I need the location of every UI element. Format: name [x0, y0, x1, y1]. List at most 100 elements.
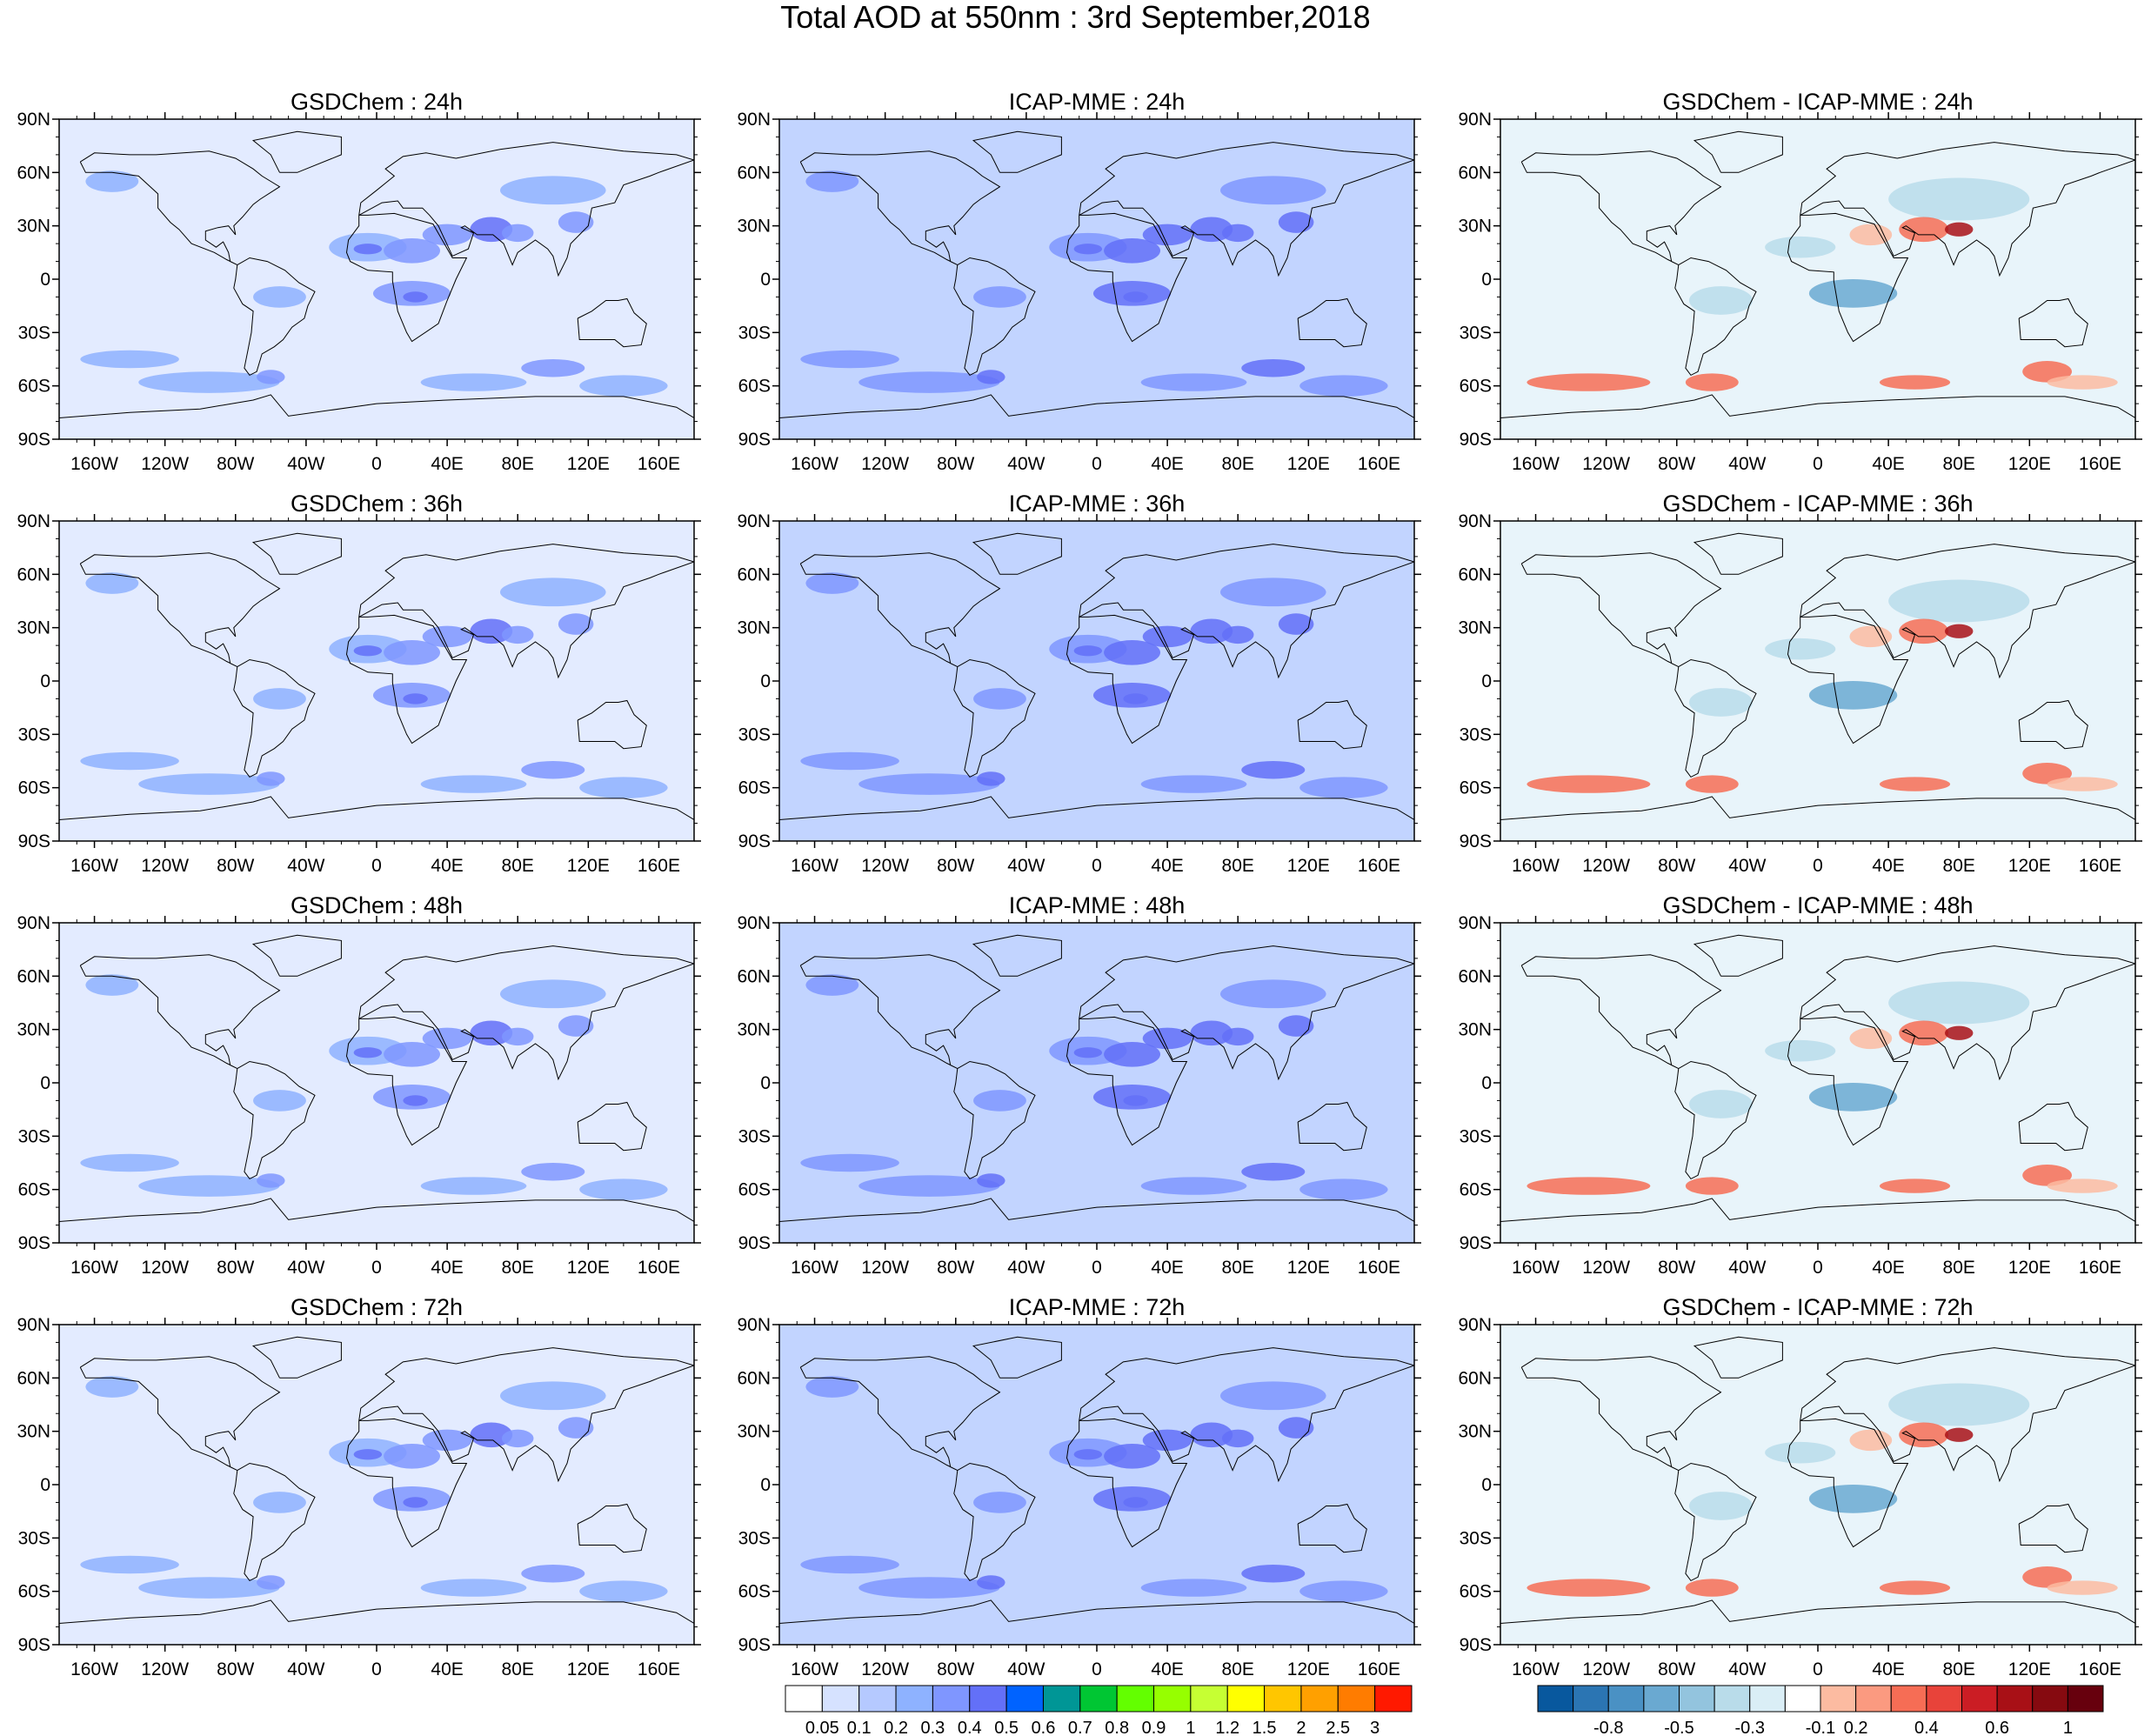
- colorbar-label: 0.3: [921, 1719, 945, 1736]
- aod-plume: [85, 572, 139, 594]
- aod-plume: [80, 751, 179, 771]
- aod-plume: [403, 693, 428, 704]
- aod-plume: [138, 1577, 280, 1599]
- colorbar-box: [1537, 1685, 1574, 1713]
- aod-plume: [403, 1095, 428, 1106]
- lon-label: 160W: [1512, 454, 1560, 474]
- aod-plume: [1123, 291, 1148, 303]
- lon-label: 80E: [502, 856, 534, 876]
- lon-label: 80W: [1658, 1258, 1695, 1278]
- colorbar-label: 0.1: [847, 1719, 872, 1736]
- coastline: [1800, 142, 2135, 277]
- lat-label: 60S: [738, 377, 771, 397]
- lat-label: 30S: [18, 1126, 50, 1146]
- lon-label: 160E: [1358, 454, 1400, 474]
- lat-label: 60S: [18, 1180, 50, 1200]
- coastline: [1674, 658, 1757, 778]
- coastline: [2018, 1101, 2088, 1152]
- lon-label: 80W: [937, 1258, 974, 1278]
- figure-title: Total AOD at 550nm : 3rd September,2018: [780, 0, 1371, 35]
- lon-label: 40W: [1728, 454, 1766, 474]
- lon-label: 80E: [1943, 1258, 1975, 1278]
- lon-label: 160W: [70, 1659, 118, 1679]
- aod-plume: [501, 625, 534, 644]
- lon-label: 40W: [287, 1258, 324, 1278]
- diff-anomaly: [1685, 1579, 1739, 1597]
- aod-plume: [1190, 618, 1233, 644]
- aod-plume: [138, 1175, 280, 1197]
- colorbar-box: [1573, 1685, 1609, 1713]
- coastline: [1079, 544, 1414, 679]
- lat-label: 30N: [737, 618, 771, 638]
- aod-plume: [1241, 1565, 1306, 1583]
- diff-anomaly: [1945, 624, 1974, 638]
- lon-label: 120E: [567, 454, 610, 474]
- lat-label: 60N: [17, 564, 50, 584]
- lon-label: 120W: [861, 454, 909, 474]
- map-panel-diff-72h: GSDChem - ICAP-MME : 72h 90N 60N 30N 0 30S 60S…: [1458, 1294, 2142, 1679]
- aod-plume: [1299, 1580, 1388, 1602]
- diff-anomaly: [1765, 236, 1836, 258]
- coastline: [59, 1198, 694, 1222]
- lon-label: 120W: [141, 1659, 189, 1679]
- aod-plume: [977, 1173, 1005, 1188]
- diff-anomaly: [1899, 1422, 1949, 1448]
- lon-label: 160E: [2079, 1258, 2121, 1278]
- coastline: [1297, 297, 1367, 348]
- lat-label: 60S: [1460, 1582, 1492, 1602]
- lon-label: 40W: [1728, 856, 1766, 876]
- coastline: [799, 1356, 1001, 1472]
- aod-plume: [85, 974, 139, 996]
- coastline: [1693, 532, 1783, 575]
- panel-title: ICAP-MME : 36h: [1009, 491, 1186, 517]
- colorbar-label: 0.7: [1068, 1719, 1092, 1736]
- aod-plume: [420, 1579, 527, 1597]
- coastline: [79, 150, 281, 266]
- coastline: [233, 1462, 316, 1582]
- aod-plume: [1221, 625, 1254, 644]
- colorbar-box: [1226, 1685, 1266, 1713]
- lon-label: 40W: [1728, 1258, 1766, 1278]
- aod-plume: [858, 1175, 1000, 1197]
- colorbar-box: [1337, 1685, 1376, 1713]
- lon-label: 80E: [502, 1659, 534, 1679]
- diff-anomaly: [1765, 638, 1836, 660]
- lat-label: 30S: [738, 1126, 771, 1146]
- diff-anomaly: [1688, 286, 1753, 315]
- coastline: [972, 532, 1062, 575]
- panel-title: GSDChem - ICAP-MME : 24h: [1662, 89, 1973, 115]
- lat-label: 30S: [1460, 1126, 1492, 1146]
- lon-label: 40E: [431, 454, 463, 474]
- lon-label: 0: [1813, 856, 1823, 876]
- aod-plume: [800, 751, 899, 771]
- lat-label: 90N: [17, 1315, 50, 1335]
- aod-plume: [499, 979, 606, 1009]
- colorbar-box: [1820, 1685, 1857, 1713]
- coastline: [79, 954, 281, 1070]
- diff-anomaly: [1765, 1441, 1836, 1464]
- aod-plume: [521, 1163, 585, 1181]
- map-panel-gsd-72h: GSDChem : 72h 90N 60N 30N 0 30S 60S 90S 160W 120W…: [17, 1294, 701, 1679]
- aod-plume: [470, 1020, 513, 1046]
- colorbar-label: 0.6: [1985, 1719, 2009, 1736]
- aod-plume: [1142, 625, 1192, 648]
- lon-label: 80W: [217, 1258, 254, 1278]
- lon-label: 40E: [431, 1258, 463, 1278]
- colorbar-box: [1996, 1685, 2034, 1713]
- map-panel-diff-24h: GSDChem - ICAP-MME : 24h 90N 60N 30N 0 30S 60S…: [1458, 89, 2142, 474]
- aod-plume: [253, 1492, 306, 1513]
- lon-label: 160E: [1358, 856, 1400, 876]
- lon-label: 160W: [791, 856, 838, 876]
- lat-label: 30N: [737, 1020, 771, 1040]
- aod-plume: [1140, 373, 1247, 391]
- coastline: [779, 394, 1414, 418]
- aod-plume: [579, 777, 668, 798]
- lat-label: 60N: [1458, 163, 1492, 183]
- lon-label: 160E: [2079, 1659, 2121, 1679]
- lon-label: 120E: [567, 856, 610, 876]
- coastline: [233, 1060, 316, 1180]
- lat-label: 60S: [738, 1582, 771, 1602]
- coastline: [953, 257, 1036, 377]
- aod-plume: [1123, 1095, 1148, 1106]
- lon-label: 80W: [217, 1659, 254, 1679]
